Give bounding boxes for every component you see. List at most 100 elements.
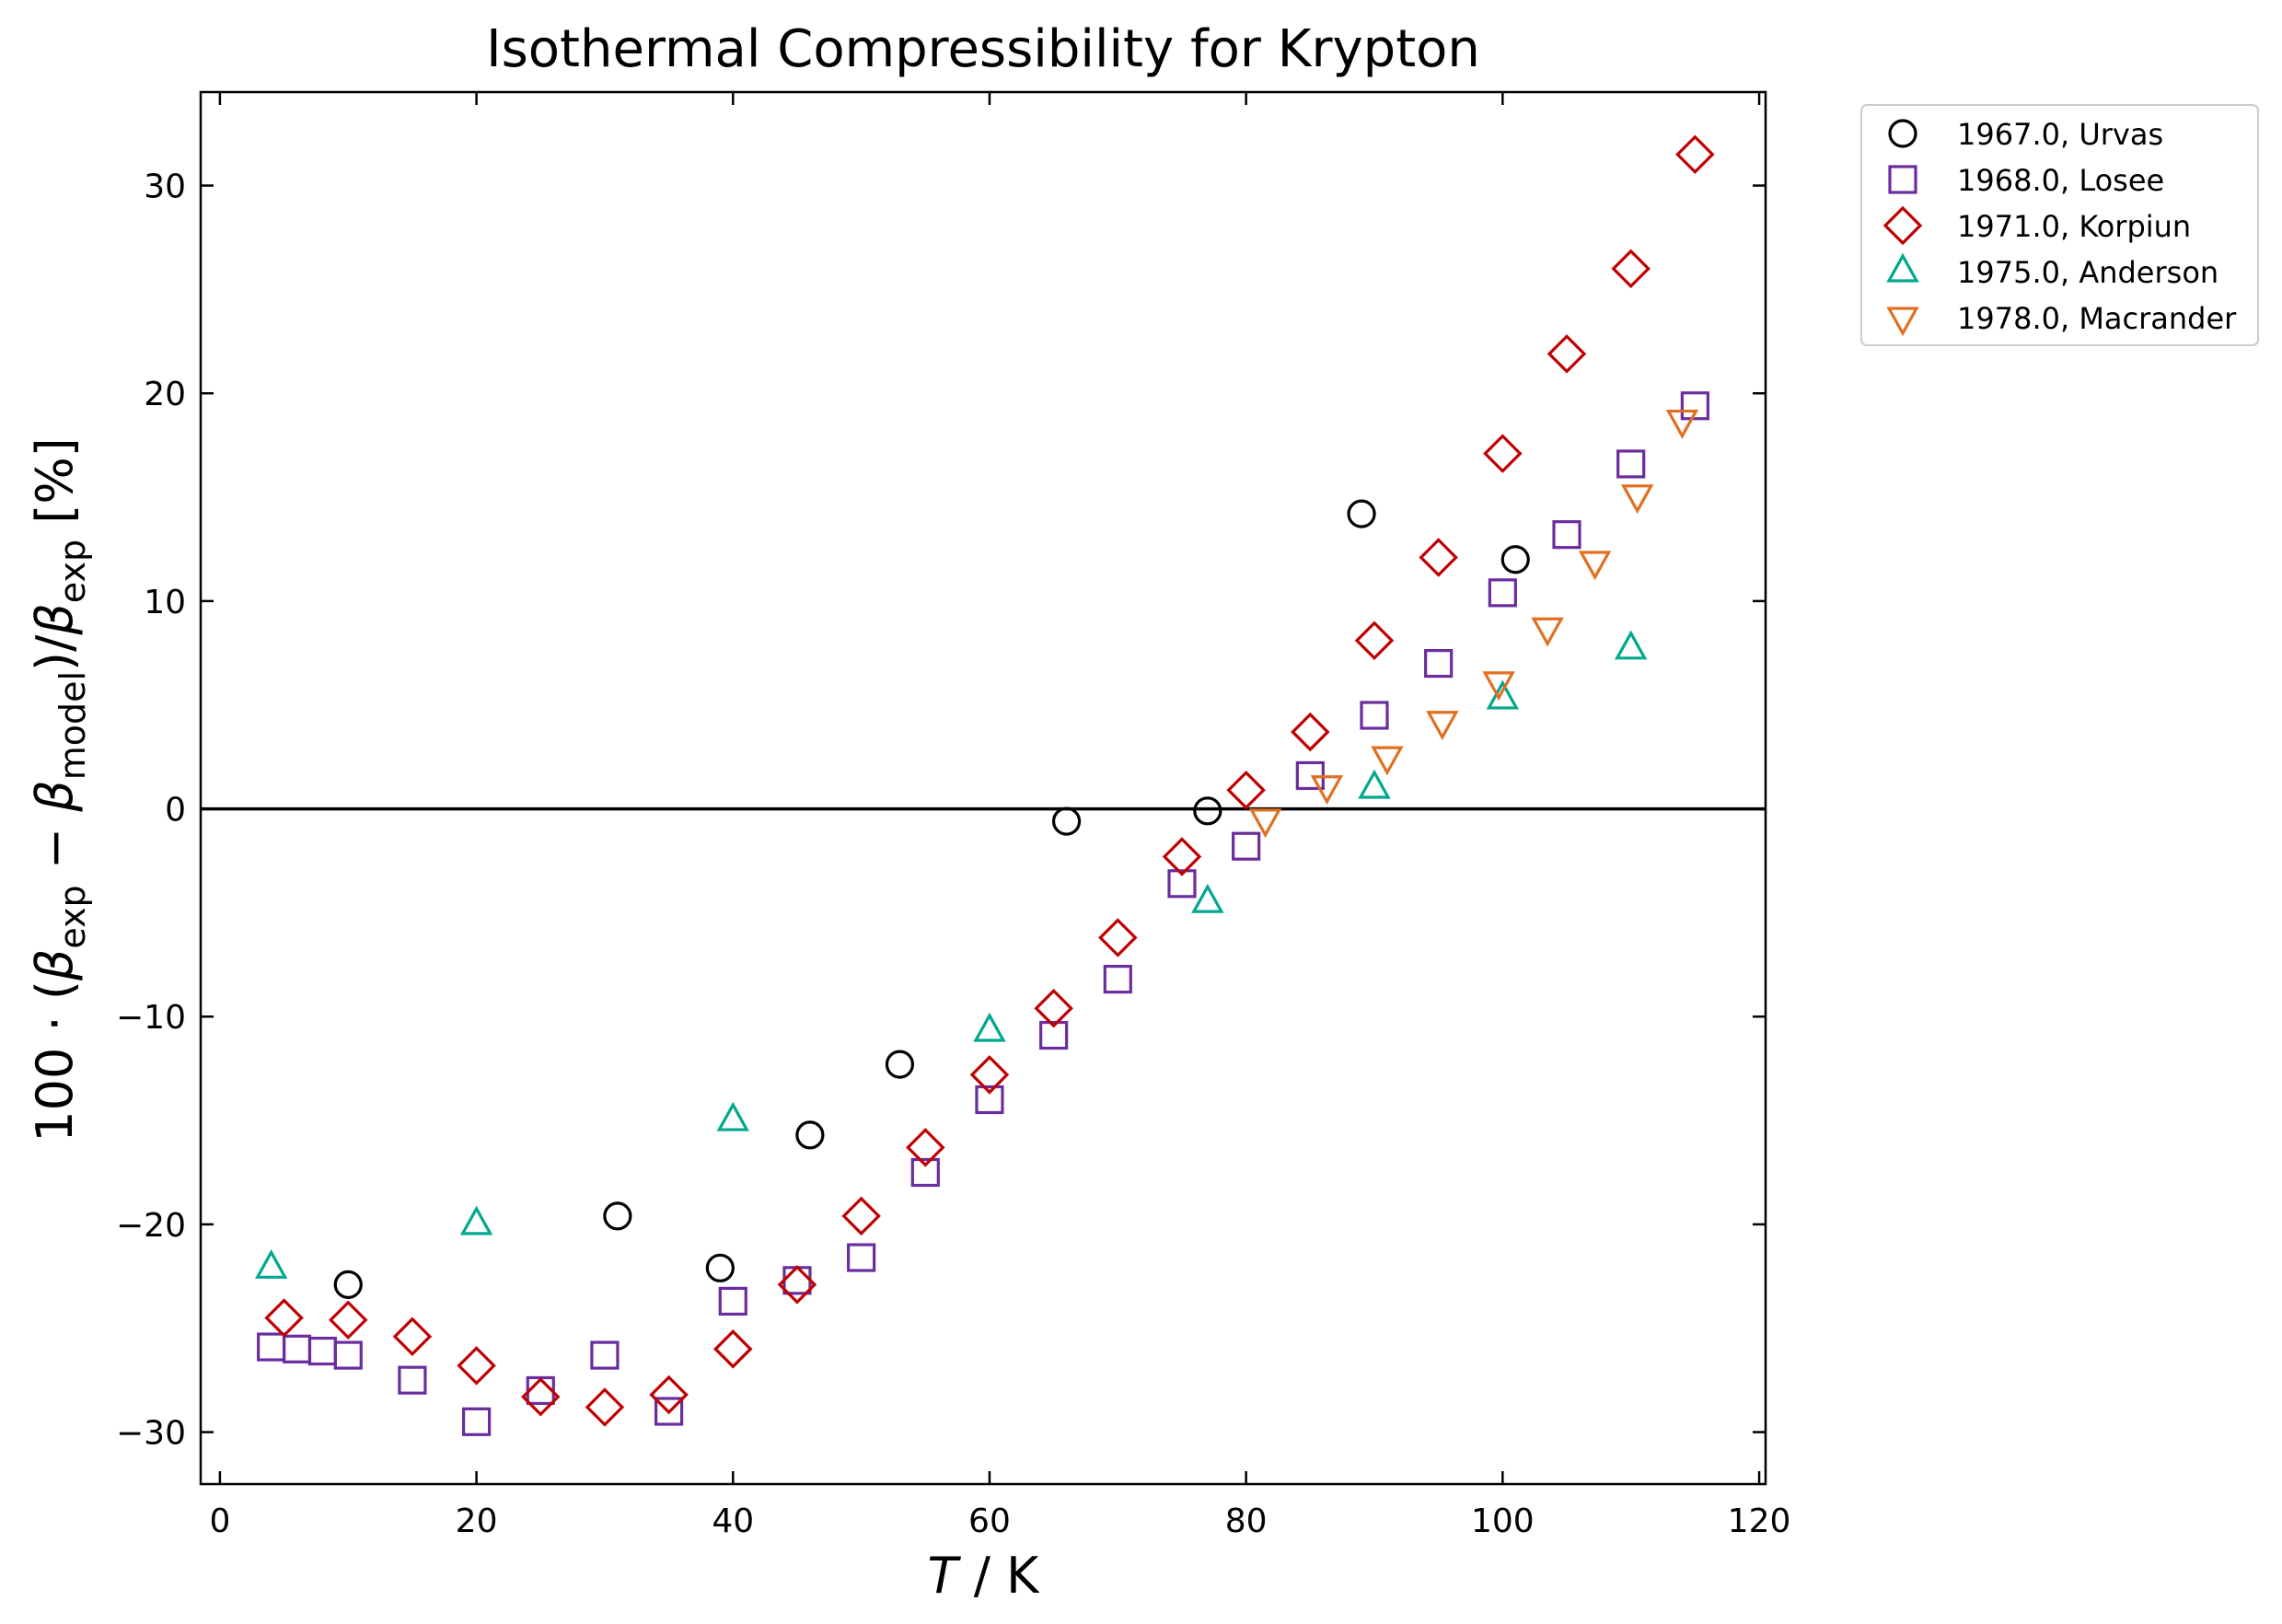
data-point-diamond — [969, 1055, 1010, 1095]
data-point-diamond — [1226, 770, 1266, 810]
y-tick-label: 20 — [144, 376, 186, 413]
data-point-diamond — [1291, 712, 1330, 752]
data-point-diamond — [1354, 621, 1395, 661]
data-point-triangle-down — [1620, 484, 1654, 515]
legend: 1967.0, Urvas 1968.0, Losee 1971.0, Korpiu… — [1860, 104, 2259, 346]
data-point-diamond — [520, 1376, 561, 1417]
data-point-square — [333, 1340, 363, 1370]
chart-title: Isothermal Compressibility for Krypton — [486, 19, 1480, 79]
data-point-square — [1680, 391, 1709, 421]
data-point-diamond — [713, 1329, 753, 1369]
data-point-diamond — [841, 1196, 881, 1236]
data-point-diamond — [1675, 134, 1715, 174]
data-point-square — [718, 1286, 747, 1317]
data-point-diamond — [1483, 434, 1523, 473]
data-point-circle — [795, 1120, 825, 1150]
data-point-triangle-up — [254, 1249, 288, 1279]
data-point-square — [257, 1332, 286, 1362]
data-point-square — [461, 1407, 492, 1436]
legend-box — [1860, 104, 2259, 346]
data-point-triangle-down — [1578, 551, 1612, 581]
data-point-diamond — [1098, 918, 1138, 957]
data-point-triangle-down — [1531, 617, 1564, 647]
data-point-square — [590, 1340, 620, 1370]
data-point-diamond — [1162, 837, 1202, 876]
data-point-diamond — [777, 1265, 817, 1305]
data-point-triangle-up — [1191, 883, 1224, 913]
data-point-diamond — [585, 1387, 625, 1427]
data-point-diamond — [1034, 988, 1073, 1028]
data-point-diamond — [906, 1128, 945, 1167]
data-point-square — [1167, 869, 1197, 899]
data-point-diamond — [328, 1300, 368, 1340]
legend-marker-circle — [1888, 119, 1917, 148]
data-point-triangle-down — [1310, 775, 1344, 806]
data-point-square — [654, 1397, 684, 1426]
data-point-circle — [1051, 806, 1082, 836]
y-tick-label: 0 — [165, 792, 186, 829]
y-tick-label: 30 — [144, 168, 186, 206]
x-axis-unit: / K — [958, 1547, 1041, 1605]
data-point-triangle-down — [1482, 671, 1515, 702]
data-point-square — [1039, 1020, 1069, 1050]
data-point-square — [1360, 701, 1389, 730]
data-point-triangle-up — [1486, 679, 1520, 710]
data-point-square — [910, 1157, 940, 1188]
x-tick-label: 100 — [1471, 1502, 1535, 1540]
data-point-triangle-down — [1371, 746, 1404, 776]
data-point-triangle-up — [459, 1205, 493, 1235]
x-axis-label: T / K — [928, 1547, 1041, 1605]
x-axis-variable: T — [928, 1547, 962, 1605]
y-axis-label: 100 · (βexp − βmodel)/βexp [%] — [26, 437, 93, 1143]
data-point-circle — [1347, 499, 1376, 528]
data-point-triangle-down — [1665, 409, 1699, 439]
data-point-diamond — [649, 1375, 689, 1415]
data-point-square — [1424, 648, 1454, 679]
legend-marker-square — [1888, 165, 1917, 194]
x-tick-label: 20 — [456, 1502, 498, 1540]
data-point-square — [526, 1375, 555, 1406]
data-point-diamond — [264, 1298, 304, 1338]
data-point-circle — [1193, 796, 1222, 826]
y-tick-label: −30 — [116, 1415, 186, 1453]
data-point-square — [1103, 965, 1132, 994]
legend-marker-diamond — [1882, 205, 1923, 246]
x-tick-label: 120 — [1728, 1502, 1791, 1540]
legend-label: 1978.0, Macrander — [1957, 301, 2237, 336]
data-point-square — [1616, 449, 1646, 479]
data-point-diamond — [1611, 249, 1651, 289]
x-tick-label: 40 — [712, 1502, 754, 1540]
data-point-triangle-up — [973, 1012, 1006, 1042]
legend-label: 1968.0, Losee — [1957, 163, 2164, 198]
data-point-triangle-up — [1358, 769, 1391, 799]
data-point-square — [398, 1365, 427, 1395]
legend-label: 1971.0, Korpiun — [1957, 209, 2191, 244]
data-point-square — [1552, 520, 1581, 550]
data-point-diamond — [1419, 538, 1458, 577]
legend-marker-triangle-down — [1886, 307, 1919, 337]
data-point-circle — [603, 1201, 632, 1231]
data-point-square — [307, 1336, 337, 1366]
y-tick-label: −10 — [116, 999, 186, 1037]
y-tick-label: −20 — [116, 1207, 186, 1245]
x-tick-label: 0 — [209, 1502, 230, 1540]
axes-frame — [199, 90, 1767, 1486]
data-point-triangle-up — [1614, 630, 1648, 660]
data-point-triangle-down — [1426, 711, 1459, 741]
data-point-circle — [885, 1050, 915, 1079]
data-point-circle — [1500, 545, 1530, 574]
data-point-circle — [705, 1253, 735, 1282]
data-point-square — [1488, 578, 1517, 608]
plot-area: 0 20 40 60 80 100 120 −30 −20 −10 0 10 20 30 — [116, 90, 1791, 1540]
data-point-square — [847, 1243, 876, 1272]
data-point-square — [1232, 831, 1261, 861]
data-point-triangle-down — [1248, 808, 1282, 839]
data-point-square — [782, 1266, 812, 1295]
data-point-diamond — [1546, 334, 1587, 374]
legend-marker-triangle-up — [1886, 252, 1919, 283]
data-point-diamond — [457, 1346, 496, 1386]
data-point-circle — [333, 1270, 363, 1299]
x-tick-label: 60 — [968, 1502, 1011, 1540]
data-point-diamond — [392, 1317, 433, 1357]
